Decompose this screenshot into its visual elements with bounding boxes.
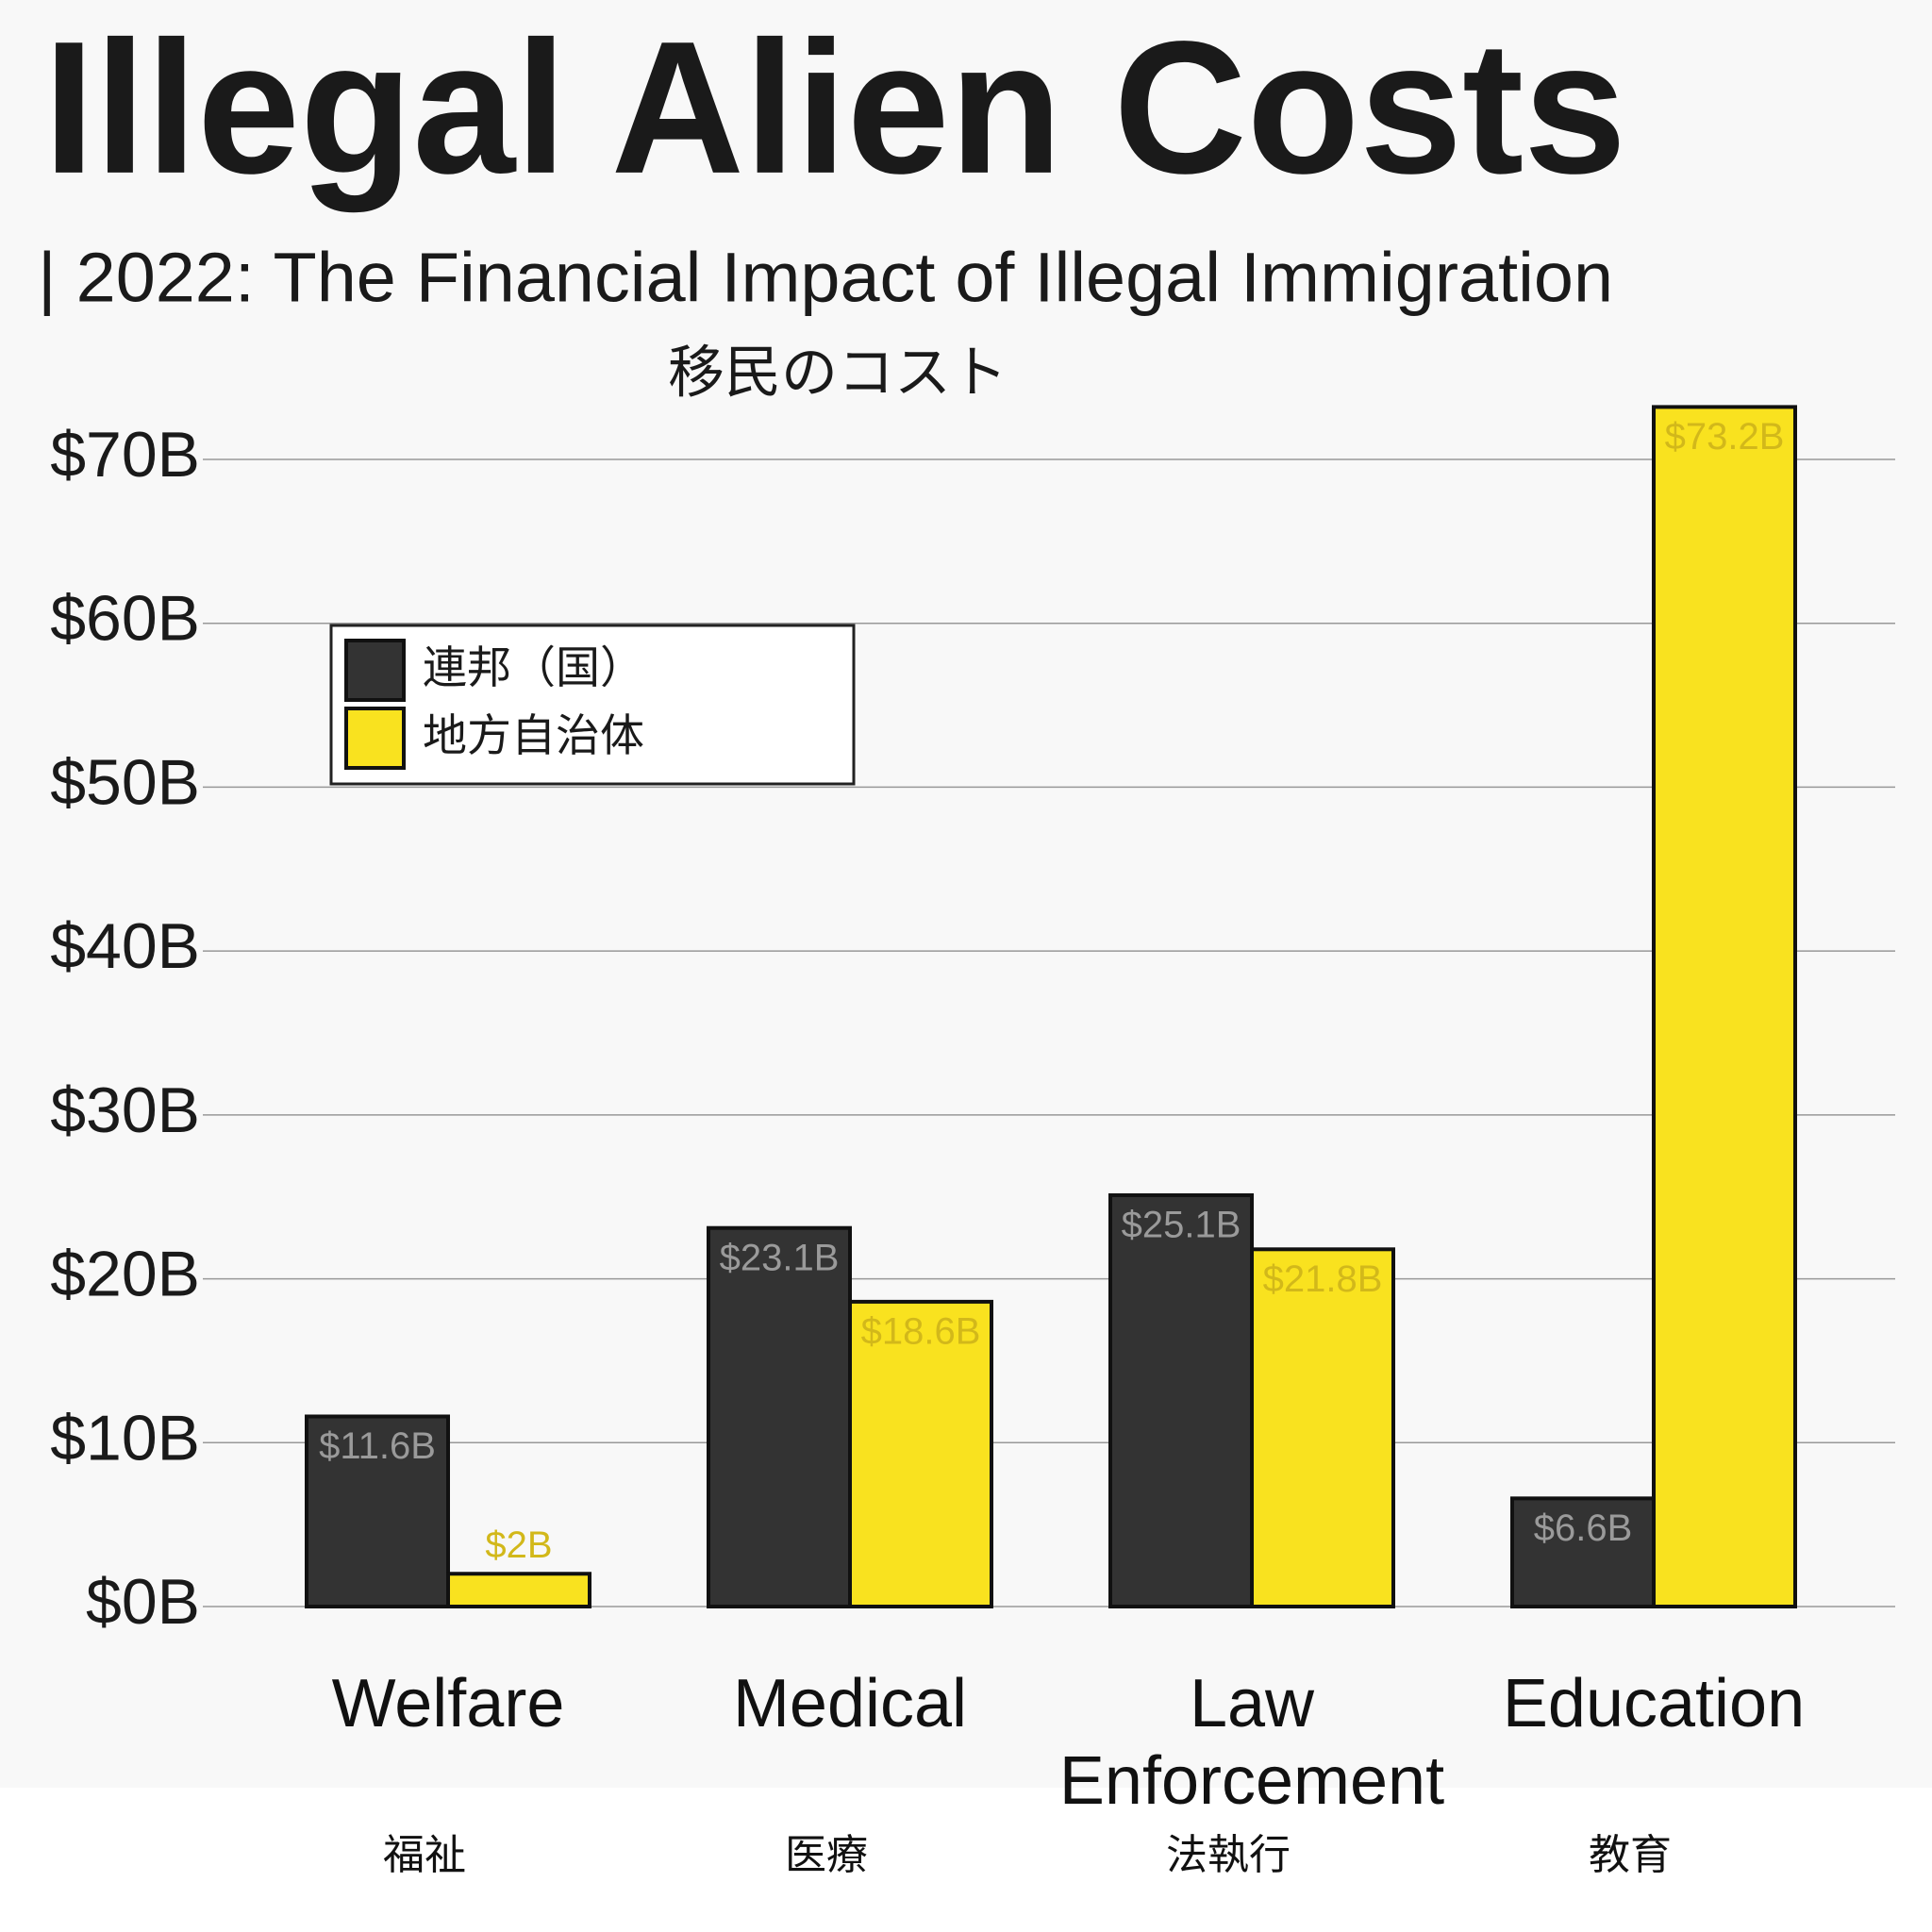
bar	[305, 1414, 450, 1609]
y-tick-label: $50B	[50, 746, 200, 818]
legend-swatch	[344, 639, 406, 702]
value-label: $6.6B	[1534, 1507, 1633, 1549]
legend-label: 地方自治体	[423, 710, 644, 762]
y-tick-label: $10B	[50, 1402, 200, 1474]
chart-title: Illegal Alien Costs	[43, 3, 1626, 213]
x-tick-label-ja: 福祉	[383, 1831, 466, 1879]
y-tick-label: $20B	[50, 1239, 200, 1310]
x-tick-label: Law Enforcement	[1058, 1666, 1445, 1819]
y-tick-label: $30B	[50, 1074, 200, 1146]
value-label: $21.8B	[1263, 1258, 1383, 1300]
value-label: $25.1B	[1122, 1205, 1241, 1246]
x-tick-label-ja: 医療	[785, 1831, 868, 1879]
legend-label: 連邦（国）	[423, 642, 644, 694]
x-tick-label-ja: 法執行	[1166, 1831, 1291, 1879]
y-tick-label: $40B	[50, 910, 200, 982]
bar	[1250, 1247, 1395, 1608]
value-label: $11.6B	[319, 1425, 436, 1467]
footer-band	[0, 1788, 1932, 1932]
value-label: $73.2B	[1665, 416, 1785, 458]
legend-box	[329, 624, 856, 786]
y-tick-label: $60B	[50, 583, 200, 655]
x-tick-label-ja: 教育	[1589, 1831, 1672, 1879]
x-tick-label: Welfare	[331, 1666, 565, 1741]
value-label: $2B	[485, 1524, 552, 1566]
chart-heading-ja: 移民のコスト	[668, 341, 1008, 407]
y-tick-label: $70B	[50, 419, 200, 491]
y-tick-label: $0B	[86, 1566, 200, 1638]
bar	[1652, 405, 1797, 1609]
x-tick-label: Education	[1502, 1666, 1806, 1741]
bar	[446, 1572, 591, 1609]
value-label: $18.6B	[861, 1310, 981, 1352]
value-label: $23.1B	[720, 1237, 840, 1278]
bar	[848, 1299, 993, 1609]
x-tick-label: Medical	[732, 1666, 968, 1741]
chart-subtitle: | 2022: The Financial Impact of Illegal …	[38, 239, 1613, 317]
bar	[1108, 1192, 1254, 1609]
bar	[707, 1225, 852, 1608]
legend-swatch	[344, 707, 406, 770]
